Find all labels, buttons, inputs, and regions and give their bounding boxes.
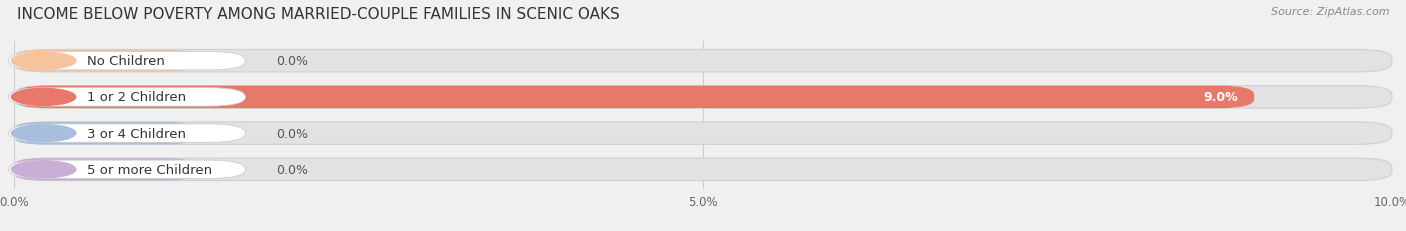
FancyBboxPatch shape bbox=[8, 160, 246, 179]
FancyBboxPatch shape bbox=[8, 88, 246, 107]
FancyBboxPatch shape bbox=[14, 50, 1392, 73]
FancyBboxPatch shape bbox=[14, 122, 1392, 145]
Text: 9.0%: 9.0% bbox=[1204, 91, 1237, 104]
FancyBboxPatch shape bbox=[8, 124, 246, 143]
Text: 1 or 2 Children: 1 or 2 Children bbox=[87, 91, 186, 104]
Text: 3 or 4 Children: 3 or 4 Children bbox=[87, 127, 186, 140]
Circle shape bbox=[11, 161, 76, 178]
Text: Source: ZipAtlas.com: Source: ZipAtlas.com bbox=[1271, 7, 1389, 17]
Text: 0.0%: 0.0% bbox=[276, 163, 308, 176]
FancyBboxPatch shape bbox=[14, 50, 193, 73]
Circle shape bbox=[11, 53, 76, 70]
Text: INCOME BELOW POVERTY AMONG MARRIED-COUPLE FAMILIES IN SCENIC OAKS: INCOME BELOW POVERTY AMONG MARRIED-COUPL… bbox=[17, 7, 620, 22]
Text: 0.0%: 0.0% bbox=[276, 55, 308, 68]
Circle shape bbox=[11, 89, 76, 106]
FancyBboxPatch shape bbox=[14, 158, 1392, 181]
Circle shape bbox=[11, 125, 76, 142]
FancyBboxPatch shape bbox=[14, 122, 193, 145]
Text: 0.0%: 0.0% bbox=[276, 127, 308, 140]
Text: 5 or more Children: 5 or more Children bbox=[87, 163, 212, 176]
Text: No Children: No Children bbox=[87, 55, 165, 68]
FancyBboxPatch shape bbox=[14, 86, 1392, 109]
FancyBboxPatch shape bbox=[8, 52, 246, 71]
FancyBboxPatch shape bbox=[14, 86, 1254, 109]
FancyBboxPatch shape bbox=[14, 158, 193, 181]
